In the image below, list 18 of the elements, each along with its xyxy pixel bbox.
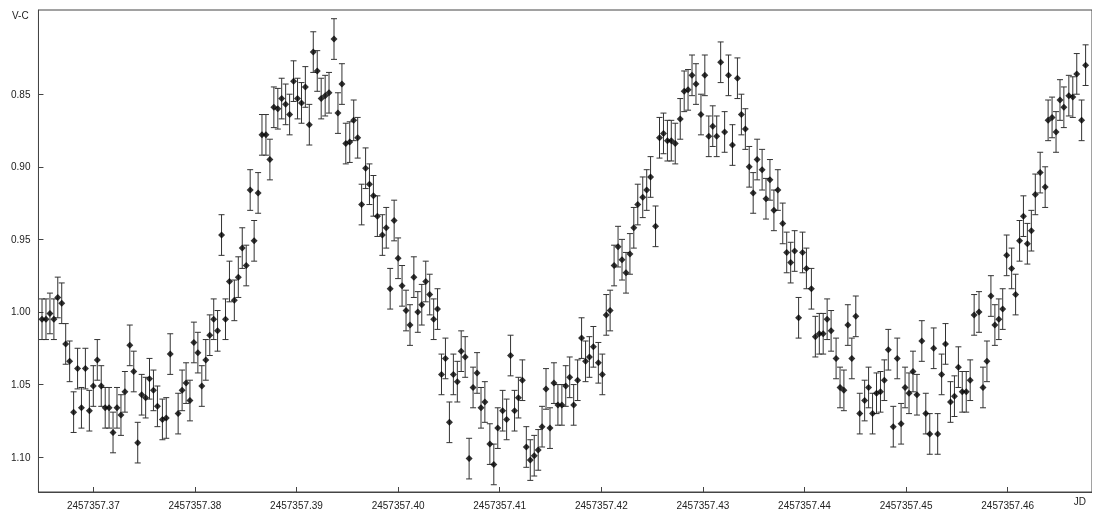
y-tick-label: 1.00 [10,306,31,318]
x-tick-label: 2457357.37 [66,499,121,510]
y-axis-title: V-C [12,9,29,21]
x-axis-title: JD [1073,495,1087,507]
x-tick-label: 2457357.39 [270,499,324,510]
y-tick-label: 0.95 [10,233,31,245]
x-tick-label: 2457357.42 [574,499,629,510]
x-tick-label: 2457357.40 [371,499,425,510]
x-tick-label: 2457357.46 [981,499,1035,510]
y-tick-label: 1.05 [10,379,31,391]
y-tick-label: 0.90 [10,161,31,173]
x-tick-label: 2457357.41 [473,499,527,510]
y-tick-label: 1.10 [10,451,31,463]
x-tick-label: 2457357.45 [879,499,933,510]
y-tick-label: 0.85 [10,88,31,100]
x-tick-label: 2457357.44 [778,499,832,510]
x-tick-label: 2457357.38 [168,499,222,510]
x-tick-label: 2457357.43 [676,499,730,510]
